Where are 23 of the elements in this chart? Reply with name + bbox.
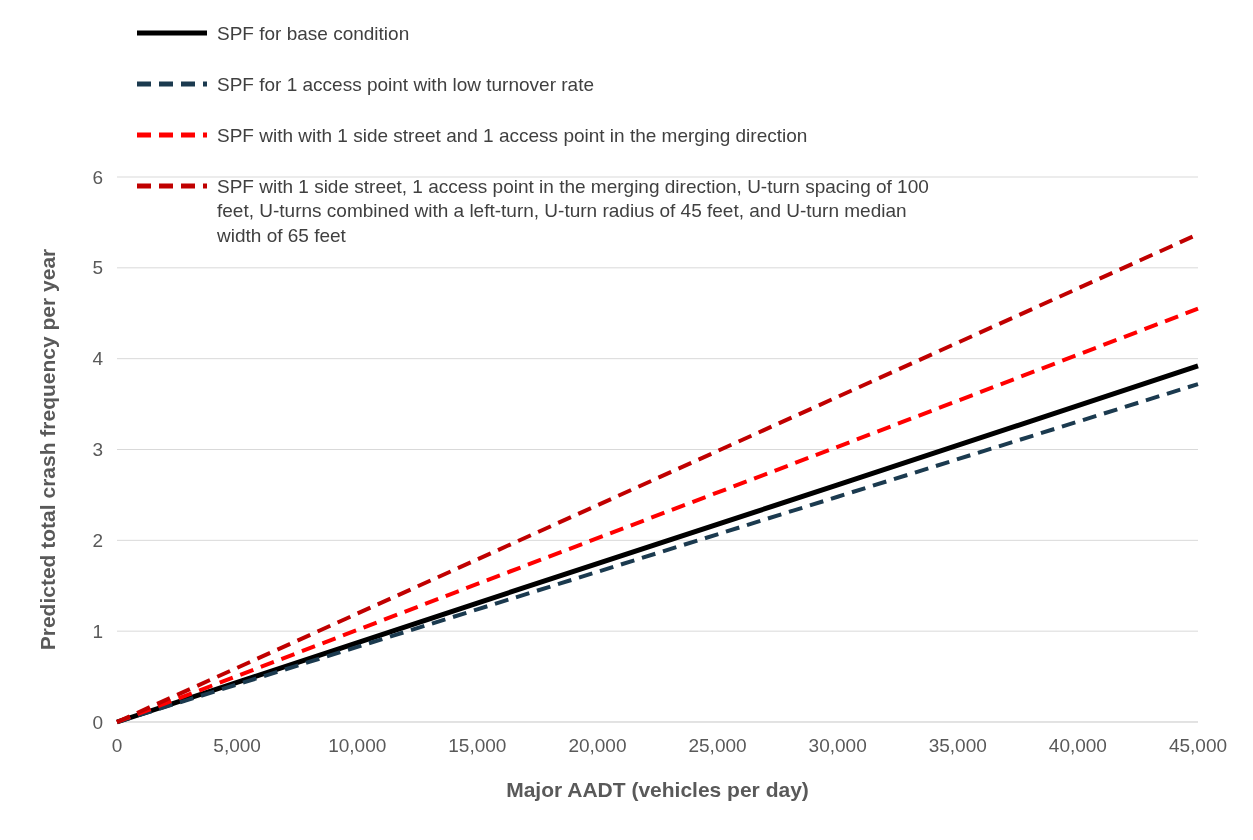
x-axis-title: Major AADT (vehicles per day)	[506, 778, 809, 801]
x-tick-label: 10,000	[328, 735, 387, 756]
x-tick-label: 5,000	[213, 735, 261, 756]
y-tick-label: 2	[92, 529, 103, 551]
y-tick-label: 3	[92, 439, 103, 461]
x-tick-label: 45,000	[1168, 735, 1228, 756]
legend-label: SPF for 1 access point with low turnover rate	[217, 73, 594, 95]
legend-label: SPF with with 1 side street and 1 access point in the merging direction	[217, 124, 808, 146]
y-tick-label: 0	[92, 711, 103, 733]
y-axis-title: Predicted total crash frequency per year	[36, 248, 59, 651]
x-tick-label: 15,000	[448, 735, 507, 756]
x-tick-label: 20,000	[568, 735, 627, 756]
legend-label: SPF with 1 side street, 1 access point in the merging direction, U-turn spacing of 100 feet, U-turns combined with a left-turn, U-turn radius of 45 feet, and U-turn median width of 65 feet	[216, 175, 929, 247]
x-tick-label: 35,000	[928, 735, 987, 756]
x-tick-label: 40,000	[1048, 735, 1107, 756]
y-tick-label: 4	[92, 348, 104, 370]
y-tick-label: 1	[92, 620, 103, 642]
x-tick-label: 30,000	[808, 735, 867, 756]
x-tick-label: 0	[111, 735, 123, 756]
legend-label: SPF for base condition	[217, 22, 410, 44]
y-tick-label: 5	[92, 257, 103, 279]
x-tick-label: 25,000	[688, 735, 747, 756]
y-tick-label: 6	[92, 166, 103, 188]
